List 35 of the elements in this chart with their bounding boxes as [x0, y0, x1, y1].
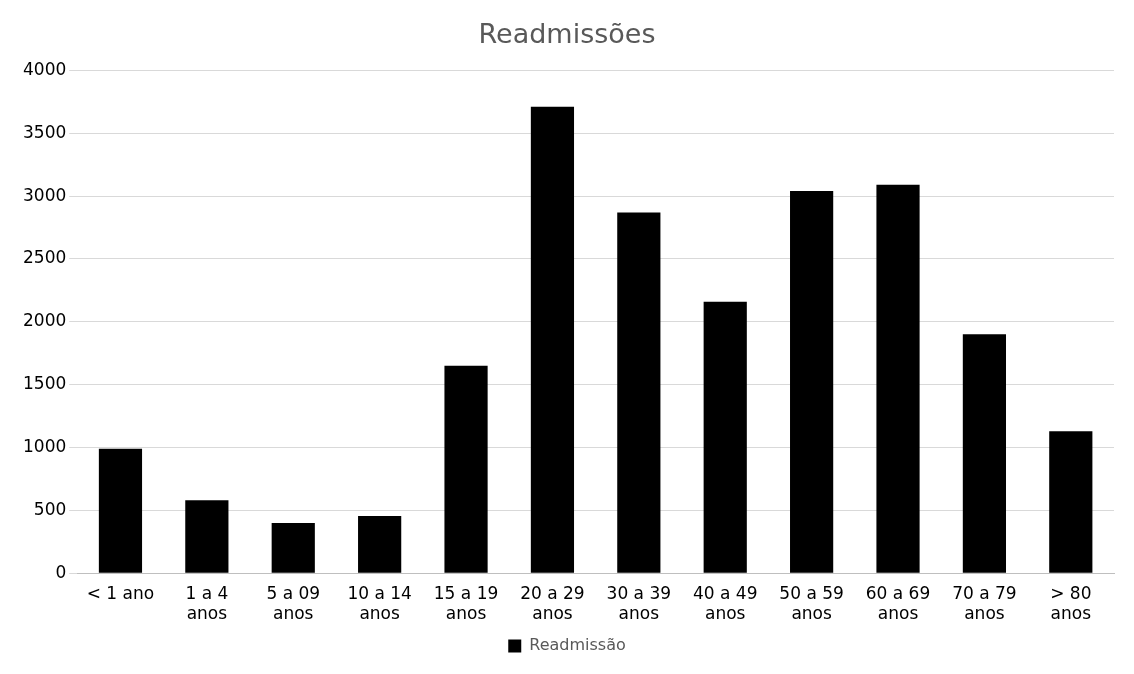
bar	[617, 212, 661, 573]
bar	[185, 500, 229, 573]
x-tick-label: 50 a 59 anos	[779, 582, 844, 624]
bar	[962, 334, 1007, 573]
x-tick-label: 30 a 39 anos	[606, 582, 672, 624]
chart-title: Readmissões	[478, 18, 656, 50]
x-tick-label: 15 a 19 anos	[433, 582, 499, 624]
x-tick-label: 40 a 49 anos	[692, 582, 758, 624]
bar	[876, 184, 920, 573]
y-tick-label: 2000	[23, 310, 67, 331]
y-tick-label: 3500	[23, 121, 67, 142]
x-tick-label: 10 a 14 anos	[347, 582, 412, 624]
bar	[703, 301, 747, 573]
y-tick-label: 500	[33, 498, 67, 519]
y-tick-label: 4000	[23, 58, 67, 79]
y-tick-label: 0	[55, 561, 67, 582]
x-tick-label: 60 a 69 anos	[865, 582, 931, 624]
bar	[98, 448, 143, 573]
x-tick-label: > 80 anos	[1050, 582, 1092, 624]
bar	[1049, 431, 1093, 573]
bar	[271, 522, 315, 573]
y-tick-label: 2500	[23, 247, 67, 268]
bar	[530, 106, 575, 573]
x-tick-label: < 1 ano	[86, 582, 155, 603]
x-tick-label: 20 a 29 anos	[520, 582, 585, 624]
x-tick-label: 5 a 09 anos	[266, 582, 321, 624]
y-tick-label: 1500	[23, 373, 67, 394]
y-tick-label: 3000	[23, 184, 67, 205]
x-tick-label: 1 a 4 anos	[185, 582, 229, 624]
bar	[444, 365, 488, 573]
x-tick-label: 70 a 79 anos	[952, 582, 1017, 624]
bar	[790, 191, 834, 573]
y-tick-label: 1000	[23, 435, 67, 456]
bar	[358, 516, 402, 573]
legend-label: Readmissão	[529, 635, 626, 655]
